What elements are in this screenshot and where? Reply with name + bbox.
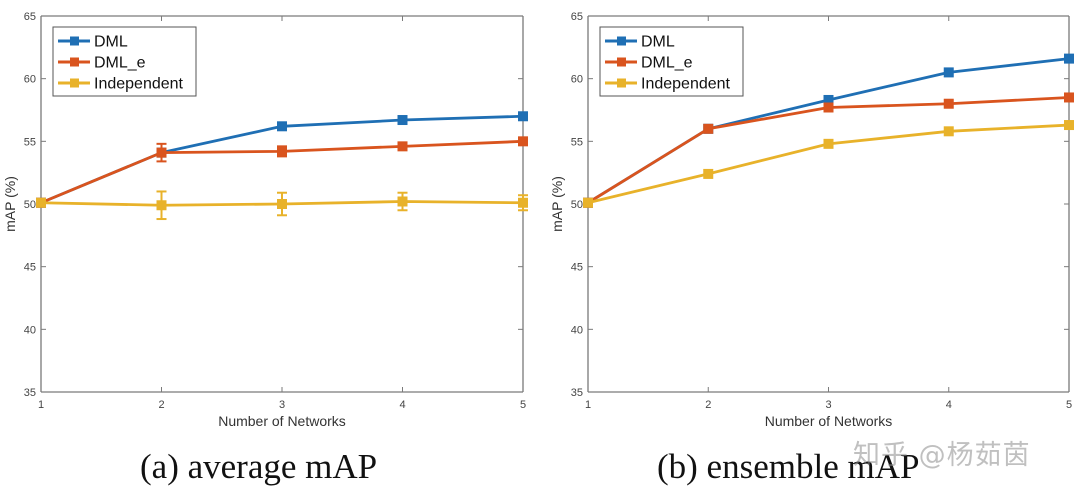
y-tick-label: 45 bbox=[24, 262, 36, 274]
data-point bbox=[277, 199, 287, 209]
data-point bbox=[823, 102, 834, 113]
legend-item: DML bbox=[58, 34, 128, 51]
x-tick-label: 4 bbox=[399, 399, 405, 411]
y-tick-label: 55 bbox=[24, 136, 36, 148]
caption-ensemble-map: (b) ensemble mAP bbox=[657, 447, 920, 486]
y-tick-label: 60 bbox=[571, 74, 583, 86]
x-tick-label: 2 bbox=[158, 399, 164, 411]
data-point bbox=[1064, 92, 1074, 103]
data-point bbox=[1064, 120, 1074, 131]
data-point bbox=[1064, 53, 1074, 64]
legend-label: DML_e bbox=[94, 55, 146, 72]
x-tick-label: 3 bbox=[279, 399, 285, 411]
data-point bbox=[156, 200, 167, 211]
y-tick-label: 65 bbox=[24, 11, 36, 23]
data-point bbox=[943, 67, 954, 78]
data-point bbox=[583, 197, 593, 208]
y-tick-label: 50 bbox=[571, 199, 583, 211]
data-point bbox=[518, 136, 528, 147]
legend-marker bbox=[70, 57, 79, 67]
y-tick-label: 45 bbox=[571, 262, 583, 274]
data-point bbox=[703, 168, 714, 179]
data-point bbox=[518, 111, 528, 122]
series-independent bbox=[36, 190, 528, 221]
y-tick-label: 40 bbox=[571, 324, 583, 336]
y-tick-label: 55 bbox=[571, 136, 583, 148]
x-axis-label: Number of Networks bbox=[765, 413, 893, 429]
legend-marker bbox=[617, 57, 626, 67]
x-tick-label: 1 bbox=[585, 399, 591, 411]
data-point bbox=[943, 126, 954, 137]
legend-item: Independent bbox=[58, 76, 184, 93]
legend-label: Independent bbox=[641, 76, 731, 93]
y-tick-label: 40 bbox=[24, 324, 36, 336]
legend-label: DML bbox=[94, 34, 128, 51]
legend-item: Independent bbox=[605, 76, 731, 93]
x-tick-label: 3 bbox=[825, 399, 831, 411]
y-tick-label: 50 bbox=[24, 199, 36, 211]
x-axis-label: Number of Networks bbox=[218, 413, 346, 429]
data-point bbox=[518, 197, 528, 208]
legend-item: DML_e bbox=[605, 55, 693, 72]
data-point bbox=[823, 138, 834, 149]
legend-marker bbox=[70, 36, 79, 46]
data-point bbox=[397, 196, 408, 207]
data-point bbox=[36, 197, 46, 208]
legend: DML DML_e Independent bbox=[52, 26, 197, 97]
y-tick-label: 65 bbox=[571, 11, 583, 23]
x-tick-label: 5 bbox=[1066, 399, 1072, 411]
legend-item: DML bbox=[605, 34, 675, 51]
legend-label: DML bbox=[641, 34, 675, 51]
legend-label: Independent bbox=[94, 76, 184, 93]
legend-marker bbox=[617, 36, 626, 46]
data-point bbox=[397, 141, 408, 152]
series-independent bbox=[583, 120, 1074, 208]
y-tick-label: 35 bbox=[24, 387, 36, 399]
y-axis-label: mAP (%) bbox=[2, 176, 18, 232]
legend-item: DML_e bbox=[58, 55, 146, 72]
y-tick-label: 35 bbox=[571, 387, 583, 399]
data-point bbox=[397, 115, 408, 126]
y-tick-label: 60 bbox=[24, 74, 36, 86]
y-axis-label: mAP (%) bbox=[549, 176, 565, 232]
x-tick-label: 1 bbox=[38, 399, 44, 411]
data-point bbox=[943, 98, 954, 109]
data-point bbox=[277, 121, 287, 132]
x-tick-label: 2 bbox=[705, 399, 711, 411]
data-point bbox=[277, 146, 287, 157]
data-point bbox=[703, 123, 714, 134]
x-tick-label: 5 bbox=[520, 399, 526, 411]
watermark: 知乎 @杨茹茵 bbox=[853, 440, 1031, 471]
legend-marker bbox=[617, 78, 626, 88]
legend: DML DML_e Independent bbox=[599, 26, 744, 97]
legend-label: DML_e bbox=[641, 55, 693, 72]
x-tick-label: 4 bbox=[946, 399, 952, 411]
legend-marker bbox=[70, 78, 79, 88]
data-point bbox=[156, 147, 167, 158]
caption-average-map: (a) average mAP bbox=[140, 447, 378, 486]
